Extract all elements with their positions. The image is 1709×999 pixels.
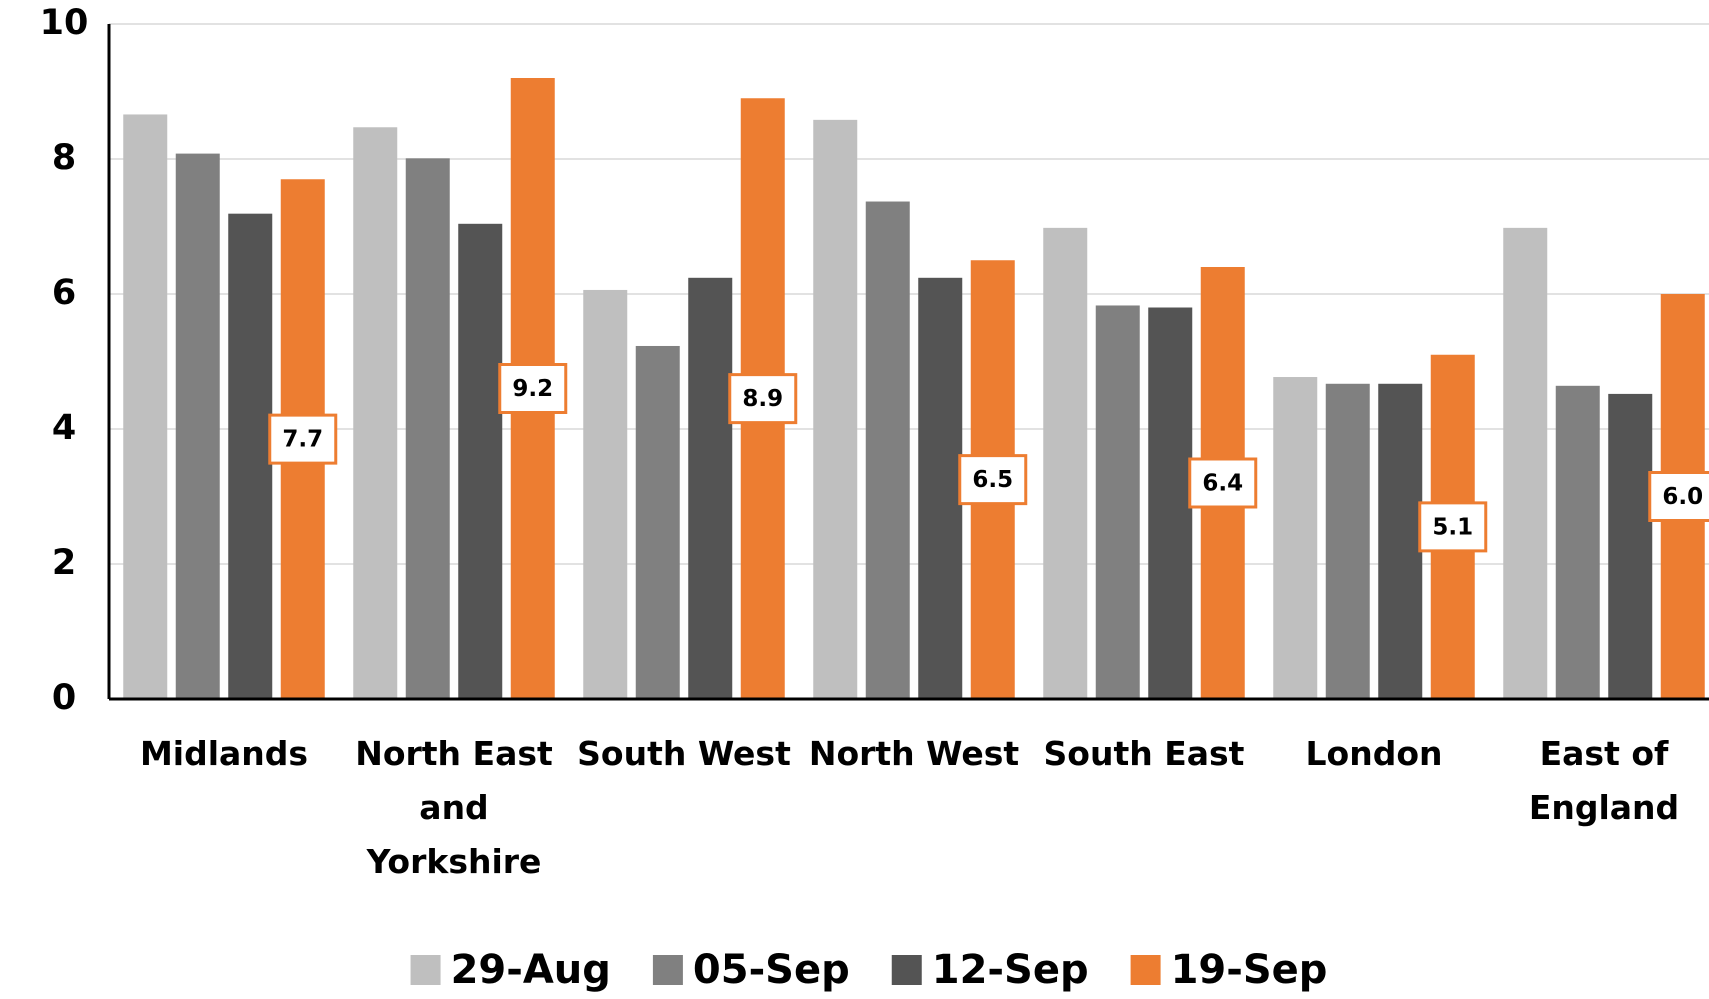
x-tick-label: London	[1305, 734, 1443, 773]
x-tick-label: East of England	[1528, 734, 1680, 827]
legend-label: 05-Sep	[693, 947, 850, 993]
y-tick-label: 0	[52, 678, 76, 718]
bar	[1503, 227, 1548, 699]
x-tick-label-box: South East	[1043, 734, 1245, 773]
data-label-box	[498, 363, 568, 414]
bar	[813, 119, 858, 700]
data-label-box	[1188, 457, 1258, 509]
bar	[123, 114, 168, 699]
x-tick-label: South East	[1043, 734, 1245, 773]
bar	[1378, 383, 1423, 699]
data-label-box	[728, 373, 798, 425]
x-tick-label-box: Midlands	[139, 734, 309, 773]
bar	[635, 345, 680, 699]
bar	[918, 277, 963, 699]
data-label: 7.7	[282, 427, 323, 453]
bar	[1148, 307, 1193, 699]
data-label: 6.4	[1202, 471, 1243, 497]
legend-swatch	[410, 955, 441, 985]
x-tick-label-box: East of England	[1528, 734, 1680, 827]
bar	[1325, 383, 1370, 699]
legend-label: 29-Aug	[451, 947, 611, 993]
legend-swatch	[1130, 955, 1161, 985]
legend-label: 19-Sep	[1171, 947, 1328, 993]
data-label-box	[1648, 471, 1709, 522]
data-label-box	[1418, 501, 1488, 553]
data-label: 9.2	[512, 376, 553, 402]
data-label: 6.0	[1662, 484, 1703, 510]
legend-swatch	[891, 955, 922, 985]
bar	[405, 158, 450, 699]
bar	[458, 223, 503, 700]
bar	[1095, 305, 1140, 699]
y-tick-label: 10	[40, 3, 89, 43]
data-label-box	[268, 413, 338, 465]
y-tick-label: 4	[52, 408, 76, 448]
x-tick-label-box: London	[1305, 734, 1443, 773]
legend-swatch	[652, 955, 683, 985]
x-tick-label: Midlands	[139, 734, 309, 773]
data-label-box	[958, 454, 1028, 506]
bar	[583, 289, 628, 699]
bar	[1043, 227, 1088, 699]
x-tick-label-box: North East and Yorkshire	[355, 734, 553, 881]
data-label: 5.1	[1432, 514, 1473, 540]
bar	[1608, 393, 1653, 699]
bar	[228, 213, 273, 700]
bar	[353, 127, 398, 699]
bar	[1555, 385, 1600, 699]
y-tick-label: 6	[52, 273, 76, 313]
bar	[175, 153, 220, 700]
y-tick-label: 2	[52, 543, 76, 583]
x-tick-label: South West	[577, 734, 791, 773]
x-tick-label-box: North West	[808, 734, 1020, 773]
y-tick-label: 8	[52, 138, 76, 178]
x-tick-label-box: South West	[577, 734, 791, 773]
data-label: 8.9	[742, 386, 783, 412]
x-tick-label: North East and Yorkshire	[355, 734, 553, 881]
data-label: 6.5	[972, 467, 1013, 493]
bar	[688, 277, 733, 699]
legend-label: 12-Sep	[932, 947, 1089, 993]
bar	[1273, 377, 1318, 699]
x-tick-label: North West	[808, 734, 1020, 773]
bar	[865, 201, 910, 699]
